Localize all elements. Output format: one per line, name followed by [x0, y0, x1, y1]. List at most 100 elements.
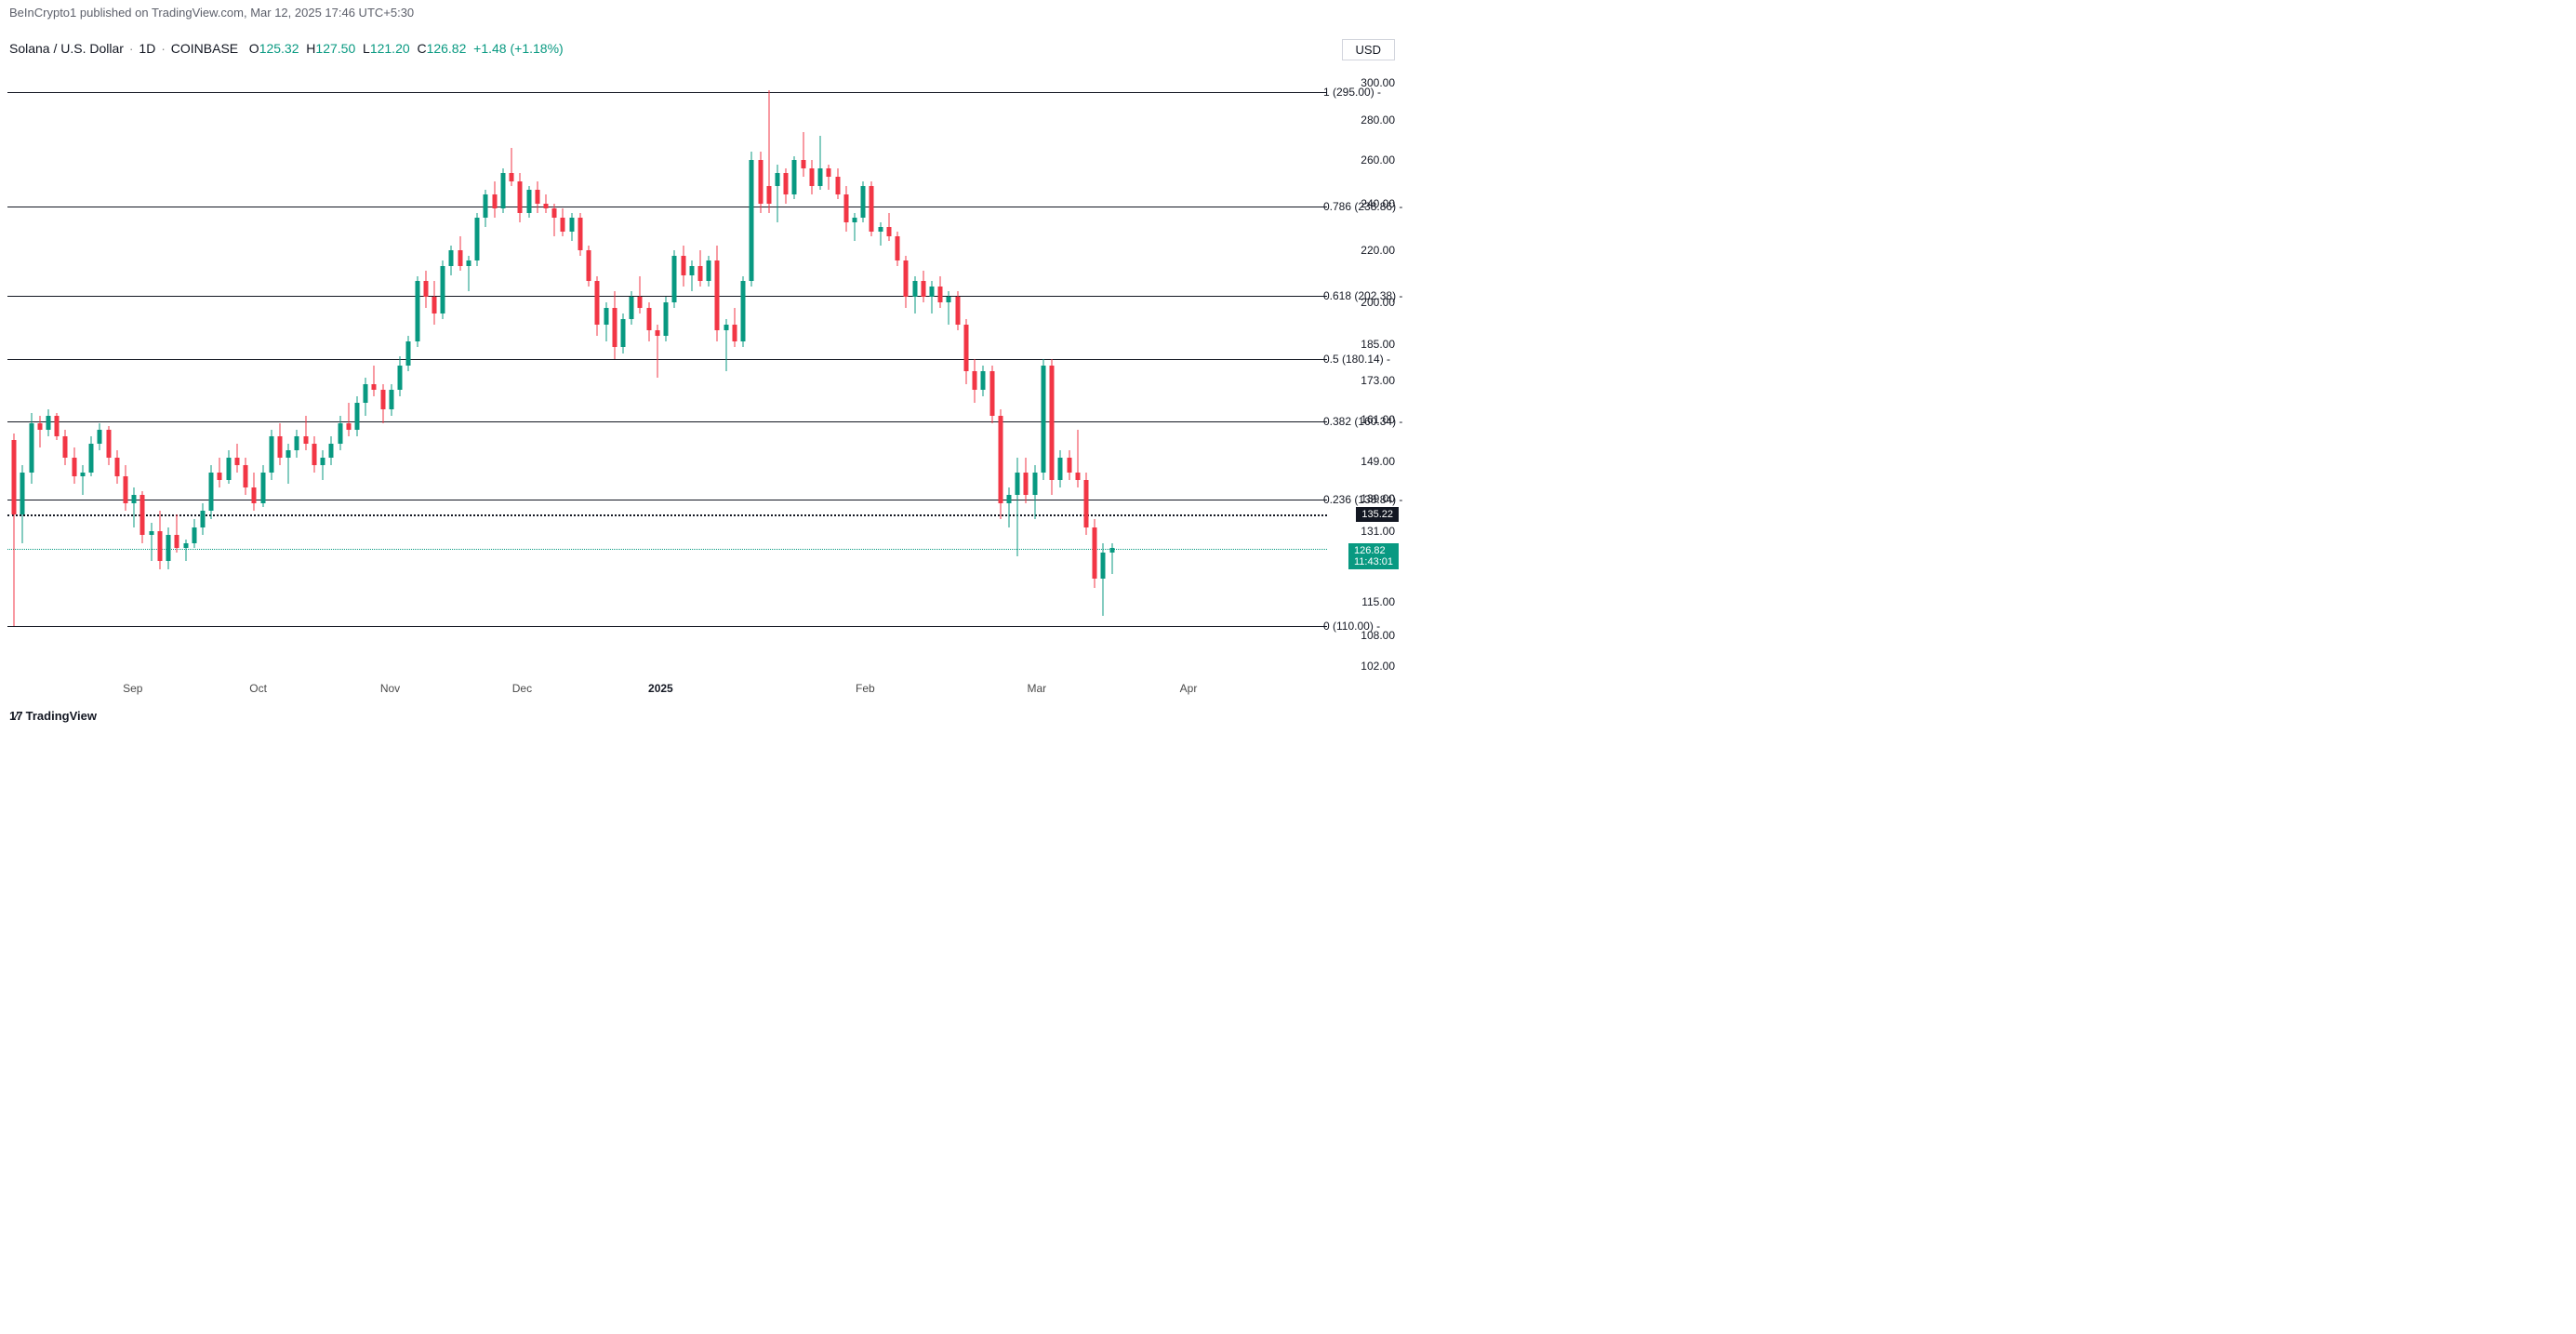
price-chart[interactable]: 1 (295.00) -0.786 (238.86) -0.618 (202.3… — [7, 65, 1327, 677]
candle — [234, 65, 239, 677]
candle — [106, 65, 111, 677]
exchange: COINBASE — [171, 41, 238, 56]
candle — [1067, 65, 1071, 677]
candle — [1032, 65, 1037, 677]
x-tick: Apr — [1180, 682, 1198, 695]
l-value: 121.20 — [370, 41, 410, 56]
candle — [346, 65, 351, 677]
x-axis[interactable]: SepOctNovDec2025FebMarApr — [7, 682, 1327, 700]
candle — [218, 65, 222, 677]
candle — [475, 65, 480, 677]
x-tick: Feb — [856, 682, 875, 695]
y-tick: 149.00 — [1361, 455, 1395, 468]
candle — [870, 65, 874, 677]
candle — [124, 65, 128, 677]
candle — [1024, 65, 1029, 677]
y-tick: 220.00 — [1361, 244, 1395, 257]
candle — [389, 65, 393, 677]
candle — [896, 65, 900, 677]
candle — [724, 65, 728, 677]
axis-unit-badge[interactable]: USD — [1342, 39, 1395, 60]
candle — [295, 65, 299, 677]
h-value: 127.50 — [315, 41, 355, 56]
candle — [681, 65, 685, 677]
candle — [510, 65, 514, 677]
candle — [492, 65, 497, 677]
y-tick: 139.00 — [1361, 492, 1395, 505]
l-label: L — [363, 41, 370, 56]
candle — [244, 65, 248, 677]
candle — [63, 65, 68, 677]
candle — [1007, 65, 1012, 677]
y-tick: 161.00 — [1361, 413, 1395, 426]
y-axis[interactable]: 300.00280.00260.00240.00220.00200.00185.… — [1332, 65, 1399, 677]
candle — [827, 65, 831, 677]
candle — [29, 65, 33, 677]
candle — [973, 65, 977, 677]
candle — [672, 65, 677, 677]
candle — [312, 65, 316, 677]
interval: 1D — [139, 41, 155, 56]
candle — [458, 65, 462, 677]
price-flag-last: 126.8211:43:01 — [1348, 543, 1399, 569]
candle — [732, 65, 737, 677]
candle — [604, 65, 608, 677]
candle — [432, 65, 437, 677]
candle — [260, 65, 265, 677]
candle — [1084, 65, 1089, 677]
candle — [226, 65, 231, 677]
candle — [561, 65, 565, 677]
candle — [1041, 65, 1045, 677]
candle — [183, 65, 188, 677]
candle — [423, 65, 428, 677]
candle — [904, 65, 909, 677]
candle — [741, 65, 746, 677]
y-tick: 115.00 — [1361, 595, 1395, 608]
y-tick: 108.00 — [1361, 629, 1395, 642]
candle — [278, 65, 283, 677]
candle — [707, 65, 711, 677]
candle — [689, 65, 694, 677]
y-tick: 185.00 — [1361, 338, 1395, 351]
candle — [441, 65, 445, 677]
candle — [595, 65, 600, 677]
x-tick: Nov — [380, 682, 400, 695]
chg-pct: (+1.18%) — [511, 41, 564, 56]
candle — [175, 65, 179, 677]
candle — [878, 65, 883, 677]
candle — [664, 65, 669, 677]
candle — [466, 65, 471, 677]
candle — [1050, 65, 1055, 677]
y-tick: 300.00 — [1361, 76, 1395, 89]
candle — [518, 65, 523, 677]
candle — [1093, 65, 1097, 677]
candle — [981, 65, 986, 677]
candle — [380, 65, 385, 677]
candle — [286, 65, 291, 677]
candle — [766, 65, 771, 677]
candle — [55, 65, 60, 677]
candle — [638, 65, 643, 677]
candle — [655, 65, 659, 677]
candle — [998, 65, 1003, 677]
candle — [552, 65, 557, 677]
candle — [715, 65, 720, 677]
candle — [338, 65, 342, 677]
candle — [355, 65, 360, 677]
ticker-row: Solana / U.S. Dollar · 1D · COINBASE O12… — [9, 41, 564, 56]
candle — [415, 65, 419, 677]
candle — [192, 65, 196, 677]
x-tick: Oct — [249, 682, 267, 695]
candle — [209, 65, 214, 677]
candle — [938, 65, 943, 677]
candle — [921, 65, 925, 677]
candle — [303, 65, 308, 677]
y-tick: 131.00 — [1361, 525, 1395, 538]
x-tick: 2025 — [648, 682, 673, 695]
candle — [72, 65, 76, 677]
candle — [818, 65, 823, 677]
candle — [201, 65, 206, 677]
price-flag-prev-close: 135.22 — [1356, 507, 1399, 522]
c-value: 126.82 — [427, 41, 467, 56]
candle — [792, 65, 797, 677]
